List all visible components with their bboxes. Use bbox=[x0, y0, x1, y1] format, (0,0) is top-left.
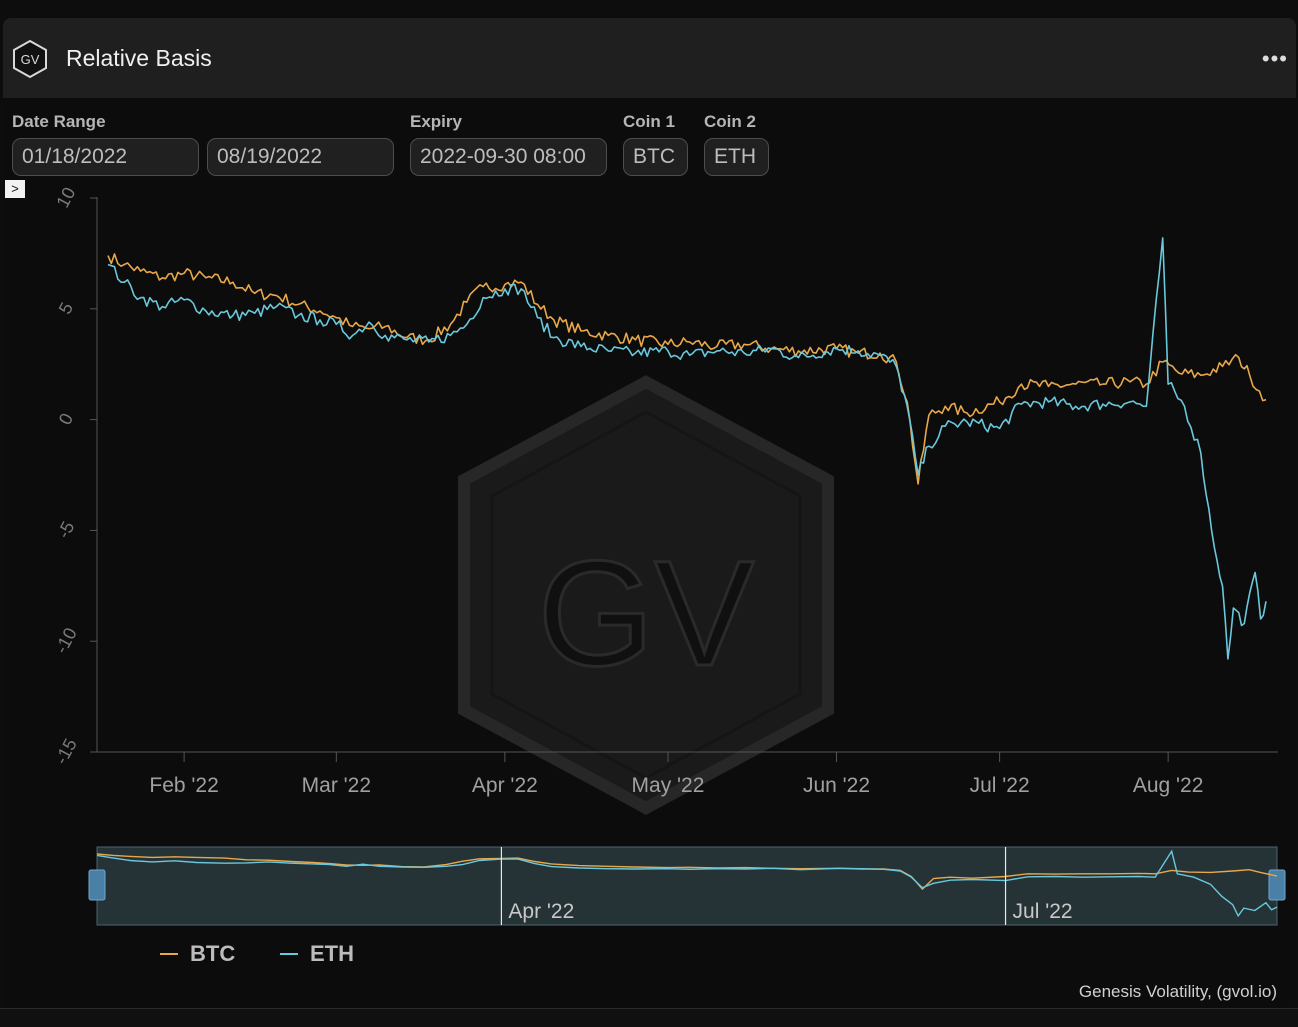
navigator-right-handle[interactable] bbox=[1268, 869, 1286, 901]
y-tick-label: -5 bbox=[53, 518, 78, 542]
navigator-line-btc bbox=[96, 853, 1278, 891]
x-tick-label: Aug '22 bbox=[1133, 774, 1204, 797]
chart-legend: BTC ETH bbox=[160, 941, 354, 966]
coin2-label: Coin 2 bbox=[704, 112, 756, 131]
expiry-label: Expiry bbox=[410, 112, 462, 131]
gv-watermark: GV bbox=[458, 375, 834, 815]
credit-text: Genesis Volatility, (gvol.io) bbox=[1078, 982, 1277, 1001]
widget-title: Relative Basis bbox=[66, 45, 212, 71]
y-tick-label: 0 bbox=[55, 410, 77, 428]
coin2-select[interactable]: ETH bbox=[704, 138, 769, 176]
x-tick-label: Jul '22 bbox=[970, 774, 1030, 797]
navigator-left-handle[interactable] bbox=[88, 869, 106, 901]
watermark-text: GV bbox=[538, 529, 755, 697]
navigator-label: Jul '22 bbox=[1013, 900, 1073, 923]
series-line-btc bbox=[107, 253, 1267, 485]
x-tick-label: Jun '22 bbox=[803, 774, 870, 797]
gv-logo-icon: GV bbox=[13, 39, 47, 79]
x-tick-label: Mar '22 bbox=[302, 774, 371, 797]
coin1-label: Coin 1 bbox=[623, 112, 675, 131]
navigator-line-eth bbox=[96, 849, 1278, 918]
navigator-lines bbox=[96, 849, 1278, 918]
y-tick-label: -15 bbox=[51, 735, 81, 767]
expiry-select[interactable]: 2022-09-30 08:00 bbox=[410, 138, 607, 176]
end-date-input[interactable]: 08/19/2022 bbox=[207, 138, 394, 176]
legend-label-btc[interactable]: BTC bbox=[190, 941, 235, 966]
x-tick-label: Apr '22 bbox=[472, 774, 538, 797]
expand-toggle-button[interactable]: > bbox=[5, 180, 25, 198]
y-tick-label: -10 bbox=[51, 624, 81, 656]
legend-label-eth[interactable]: ETH bbox=[310, 941, 354, 966]
range-navigator[interactable]: Apr '22 Jul '22 bbox=[88, 846, 1286, 926]
footer-bar bbox=[0, 1008, 1298, 1027]
navigator-selection[interactable] bbox=[96, 846, 1278, 926]
coin1-select[interactable]: BTC bbox=[623, 138, 688, 176]
y-tick-label: 10 bbox=[52, 184, 79, 211]
x-tick-label: Feb '22 bbox=[149, 774, 218, 797]
start-date-input[interactable]: 01/18/2022 bbox=[12, 138, 199, 176]
x-tick-label: May '22 bbox=[632, 774, 705, 797]
plot-area bbox=[107, 237, 1267, 660]
date-range-label: Date Range bbox=[12, 112, 106, 131]
series-line-eth bbox=[107, 237, 1267, 660]
relative-basis-widget: GV Relative Basis ••• Date Range 01/18/2… bbox=[3, 18, 1296, 1008]
navigator-labels: Apr '22 Jul '22 bbox=[500, 847, 1073, 925]
widget-header: GV Relative Basis ••• bbox=[3, 18, 1296, 98]
y-tick-label: 5 bbox=[55, 299, 77, 317]
logo-text: GV bbox=[21, 52, 40, 67]
more-horizontal-icon[interactable]: ••• bbox=[1261, 46, 1288, 71]
navigator-label: Apr '22 bbox=[508, 900, 574, 923]
